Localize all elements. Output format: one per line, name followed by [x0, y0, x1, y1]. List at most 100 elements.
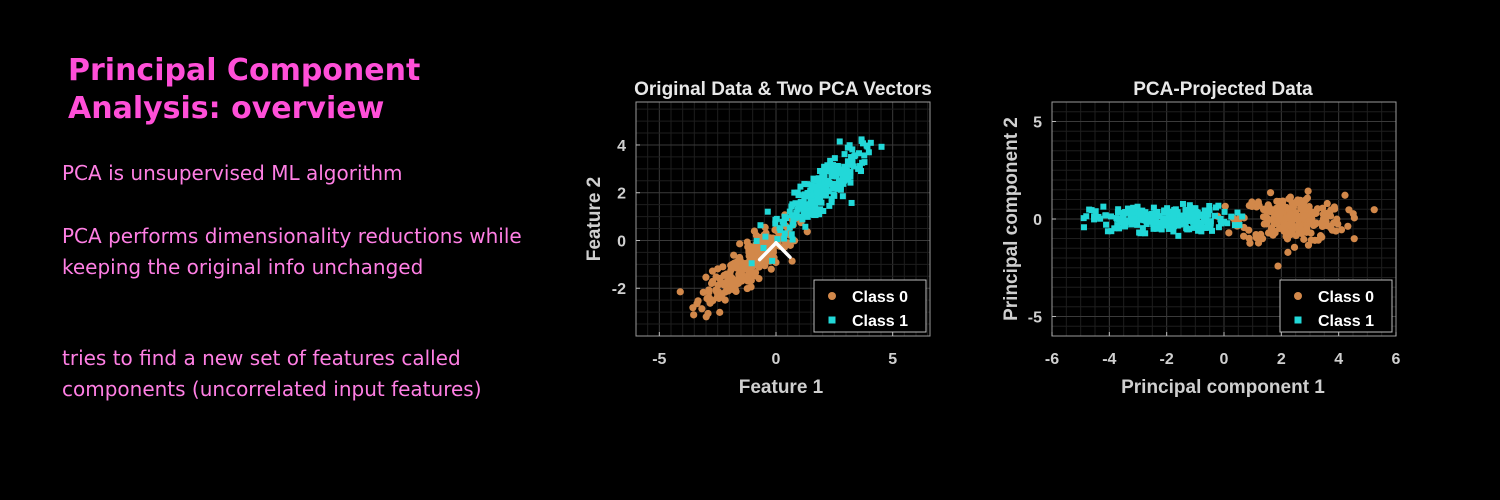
data-point	[1144, 215, 1151, 222]
data-point	[1266, 189, 1275, 197]
y-axis-label: Principal component 2	[1001, 117, 1022, 321]
data-point	[1164, 219, 1171, 226]
data-point	[856, 163, 863, 170]
data-point	[802, 223, 809, 230]
data-point	[864, 143, 871, 150]
data-point	[781, 230, 788, 237]
data-point	[699, 288, 707, 296]
data-point	[714, 265, 722, 273]
data-point	[1231, 222, 1238, 229]
data-point	[1274, 262, 1282, 270]
data-point	[1277, 206, 1285, 214]
pca-vectors	[757, 241, 792, 262]
data-point	[811, 205, 818, 212]
data-point	[732, 278, 740, 286]
data-point	[1207, 220, 1214, 227]
data-point	[1309, 221, 1318, 230]
data-point	[1126, 209, 1133, 216]
data-point	[1307, 236, 1315, 244]
data-point	[839, 193, 846, 200]
data-point	[848, 154, 855, 161]
data-point	[818, 199, 825, 206]
data-point	[1122, 217, 1129, 224]
data-point	[1300, 212, 1308, 220]
data-point	[1182, 220, 1189, 227]
data-point	[800, 212, 807, 219]
data-point	[793, 209, 800, 216]
legend-marker-square	[1294, 316, 1302, 324]
data-point	[1350, 235, 1358, 243]
data-point	[1170, 213, 1177, 220]
data-point	[1205, 211, 1212, 218]
data-point	[847, 161, 854, 168]
data-point	[1108, 213, 1115, 220]
data-point	[1175, 232, 1182, 239]
y-tick-label: 2	[617, 186, 626, 203]
x-axis-label: Principal component 1	[1121, 377, 1325, 398]
data-point	[1116, 225, 1123, 232]
data-point	[1203, 217, 1210, 224]
data-point	[1147, 216, 1154, 223]
data-point	[1294, 196, 1302, 204]
data-point	[817, 167, 824, 174]
data-point	[1102, 212, 1109, 219]
data-point	[1303, 194, 1312, 202]
data-point	[746, 249, 755, 257]
data-point	[702, 313, 710, 321]
data-point	[1217, 216, 1224, 223]
data-point	[846, 168, 853, 175]
data-point	[830, 168, 837, 175]
data-point	[1258, 234, 1266, 242]
data-point	[1192, 217, 1199, 224]
data-point	[1350, 214, 1358, 222]
data-point	[755, 263, 763, 271]
data-point	[745, 268, 753, 276]
data-point	[1195, 227, 1202, 234]
data-point	[878, 143, 885, 150]
data-point	[1259, 213, 1268, 221]
data-point	[825, 188, 832, 195]
data-point	[1304, 187, 1312, 195]
data-point	[1215, 202, 1222, 209]
data-point	[1337, 226, 1346, 234]
data-point	[719, 280, 727, 289]
data-point	[846, 142, 853, 149]
data-point	[800, 202, 807, 209]
data-point	[821, 163, 828, 170]
data-point	[1300, 235, 1308, 243]
data-point	[824, 162, 831, 169]
data-point	[1245, 234, 1253, 242]
data-point	[1286, 210, 1294, 218]
legend-label: Class 1	[1318, 313, 1374, 330]
data-point	[867, 139, 874, 146]
plot-border	[635, 101, 931, 337]
data-point	[747, 276, 755, 285]
data-point	[1344, 222, 1352, 230]
data-point	[1169, 221, 1176, 228]
data-point	[748, 260, 755, 267]
data-point	[1122, 208, 1129, 215]
legend-label: Class 0	[1318, 289, 1374, 306]
data-point	[786, 208, 793, 215]
y-tick-label: 0	[617, 233, 626, 250]
data-point	[801, 181, 808, 188]
data-point	[797, 202, 804, 209]
x-axis-label: Feature 1	[739, 377, 824, 398]
data-point	[1262, 220, 1271, 228]
data-point	[1142, 211, 1149, 218]
data-point	[803, 228, 811, 236]
pca-vector-1	[757, 241, 778, 262]
data-point	[1152, 208, 1159, 215]
data-point	[789, 236, 796, 243]
data-point	[815, 189, 822, 196]
data-point	[1186, 204, 1193, 211]
data-point	[1170, 228, 1177, 235]
data-point	[774, 236, 781, 243]
data-point	[828, 199, 835, 206]
data-point	[791, 189, 798, 196]
y-axis-label: Feature 2	[584, 177, 605, 261]
y-tick-label: 0	[1033, 212, 1042, 229]
data-point	[718, 291, 726, 299]
data-point	[1296, 225, 1305, 234]
data-point	[851, 153, 858, 160]
